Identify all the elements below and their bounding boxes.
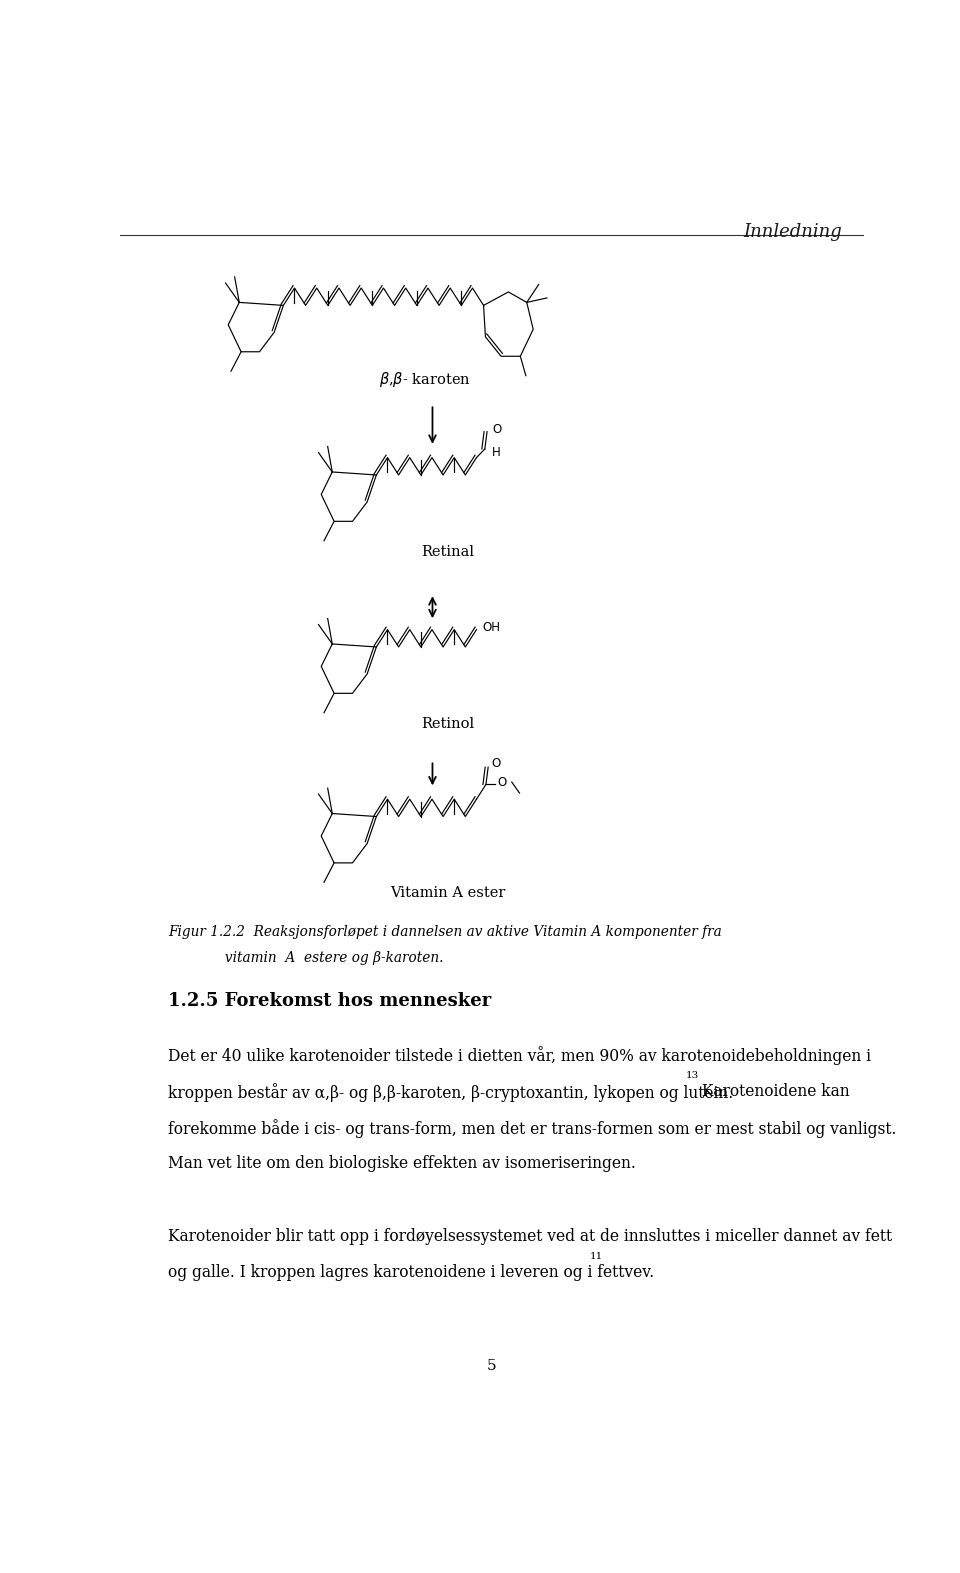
Text: 11: 11 [590,1252,604,1262]
Text: O: O [492,423,501,436]
Text: Karotenoidene kan: Karotenoidene kan [697,1082,850,1100]
Text: O: O [497,775,507,788]
Text: 5: 5 [487,1359,497,1373]
Text: Retinol: Retinol [420,717,474,731]
Text: Det er 40 ulike karotenoider tilstede i dietten vår, men 90% av karotenoidebehol: Det er 40 ulike karotenoider tilstede i … [168,1046,872,1065]
Text: O: O [492,757,500,771]
Text: 13: 13 [685,1071,699,1079]
Text: $\beta$,$\beta$- karoten: $\beta$,$\beta$- karoten [379,371,471,390]
Text: Innledning: Innledning [743,223,842,241]
Text: Man vet lite om den biologiske effekten av isomeriseringen.: Man vet lite om den biologiske effekten … [168,1155,636,1172]
Text: Karotenoider blir tatt opp i fordøyelsessystemet ved at de innsluttes i miceller: Karotenoider blir tatt opp i fordøyelses… [168,1229,893,1244]
Text: kroppen består av α,β- og β,β-karoten, β-cryptoxantin, lykopen og lutein.: kroppen består av α,β- og β,β-karoten, β… [168,1082,733,1101]
Text: 1.2.5 Forekomst hos mennesker: 1.2.5 Forekomst hos mennesker [168,993,492,1010]
Text: vitamin  A  estere og β-karoten.: vitamin A estere og β-karoten. [168,950,444,964]
Text: Figur 1.2.2  Reaksjonsforløpet i dannelsen av aktive Vitamin A komponenter fra: Figur 1.2.2 Reaksjonsforløpet i dannelse… [168,925,722,939]
Text: H: H [492,447,501,459]
Text: Vitamin A ester: Vitamin A ester [390,887,505,900]
Text: OH: OH [483,621,500,634]
Text: forekomme både i cis- og trans-form, men det er trans-formen som er mest stabil : forekomme både i cis- og trans-form, men… [168,1118,897,1137]
Text: Retinal: Retinal [420,544,474,558]
Text: og galle. I kroppen lagres karotenoidene i leveren og i fettvev.: og galle. I kroppen lagres karotenoidene… [168,1265,655,1282]
